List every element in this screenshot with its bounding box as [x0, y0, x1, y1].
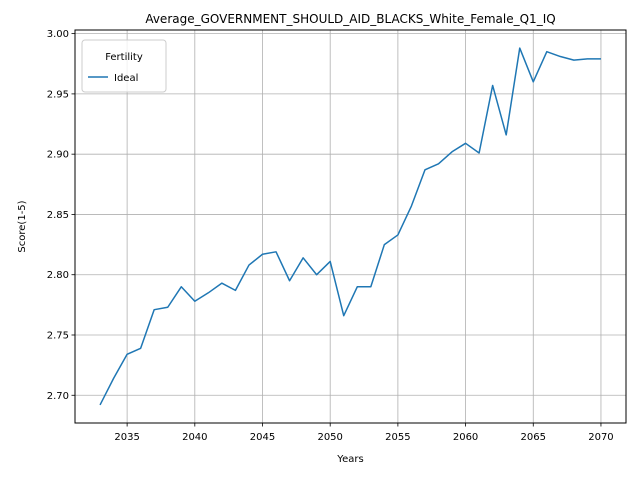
axis-ticks: 2035 2040 2045 2050 2055 2060 2065 2070 2.70 2.75… — [47, 29, 614, 443]
y-tick-label: 3.00 — [47, 29, 69, 40]
x-axis-label: Years — [336, 454, 363, 465]
y-tick-label: 2.70 — [47, 391, 69, 402]
y-tick-label: 2.95 — [47, 89, 69, 100]
x-tick-label: 2060 — [453, 432, 478, 443]
x-tick-label: 2050 — [317, 432, 342, 443]
y-axis-label: Score(1-5) — [17, 200, 28, 252]
x-tick-label: 2045 — [250, 432, 275, 443]
legend-title: Fertility — [105, 52, 143, 63]
y-tick-label: 2.80 — [47, 270, 69, 281]
plot-area — [75, 30, 626, 423]
legend-label-ideal: Ideal — [114, 73, 138, 84]
grid-lines — [75, 30, 626, 423]
chart-title: Average_GOVERNMENT_SHOULD_AID_BLACKS_Whi… — [145, 12, 555, 26]
series-lines — [99, 47, 601, 406]
x-tick-label: 2070 — [588, 432, 613, 443]
x-tick-label: 2040 — [182, 432, 207, 443]
plot-border — [74, 29, 627, 424]
x-tick-label: 2055 — [385, 432, 410, 443]
y-tick-label: 2.85 — [47, 210, 69, 221]
series-line-ideal — [99, 47, 601, 406]
y-tick-label: 2.75 — [47, 330, 69, 341]
legend-box — [81, 39, 167, 93]
x-tick-label: 2035 — [114, 432, 139, 443]
y-tick-label: 2.90 — [47, 150, 69, 161]
legend: Fertility Ideal — [81, 39, 167, 93]
x-tick-label: 2065 — [521, 432, 546, 443]
